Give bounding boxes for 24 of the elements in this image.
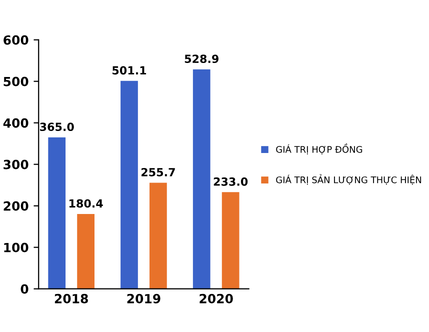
- data-label: 255.7: [142, 168, 175, 176]
- bar: [222, 192, 240, 289]
- legend-label: GIÁ TRỊ HỢP ĐỒNG: [276, 143, 362, 154]
- y-tick-label: 500: [4, 76, 28, 86]
- data-label: 365.0: [40, 122, 74, 132]
- bar: [120, 80, 138, 289]
- y-tick-label: 200: [4, 201, 28, 211]
- x-tick-label: 2019: [127, 294, 160, 304]
- y-tick-label: 600: [4, 35, 28, 45]
- bar: [48, 137, 66, 289]
- y-tick-label: 100: [4, 242, 28, 252]
- bar: [150, 182, 167, 289]
- data-label: 180.4: [69, 199, 103, 208]
- bar: [192, 69, 210, 289]
- y-tick-label: 0: [20, 284, 28, 294]
- data-label: 501.1: [112, 66, 146, 75]
- x-tick-label: 2020: [200, 294, 233, 304]
- x-tick-label: 2018: [54, 294, 88, 304]
- legend-label: GIÁ TRỊ SẢN LƯỢNG THỰC HIỆN: [276, 174, 422, 185]
- y-tick-label: 400: [3, 118, 28, 128]
- bar: [77, 214, 94, 289]
- y-tick-label: 300: [4, 160, 28, 170]
- data-label: 528.9: [184, 54, 218, 64]
- data-label: 233.0: [214, 177, 248, 186]
